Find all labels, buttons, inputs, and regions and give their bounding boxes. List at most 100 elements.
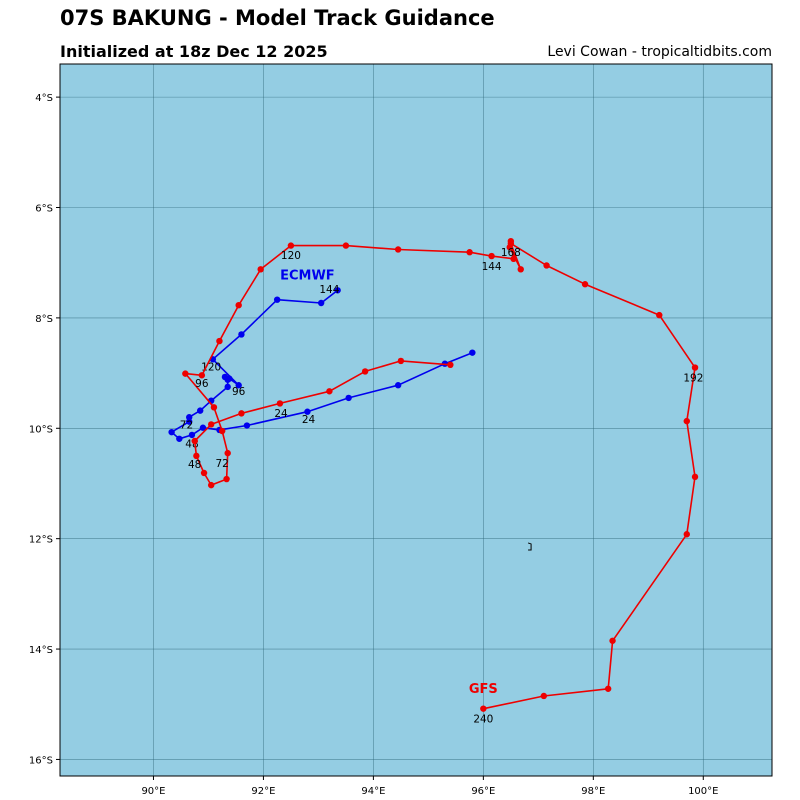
track-point [238,410,245,417]
track-point [543,262,550,269]
forecast-hour-label: 144 [319,284,339,296]
track-point [480,705,487,712]
map-plot-area [60,64,772,776]
track-point [287,242,295,249]
forecast-hour-label: 24 [302,414,316,426]
track-point [609,637,616,644]
forecast-hour-label: 96 [195,378,209,390]
forecast-hour-label: 72 [216,458,229,470]
forecast-hour-label: 240 [473,713,493,725]
page-subtitle: Initialized at 18z Dec 12 2025 [60,42,328,61]
lat-tick-label: 10°S [29,424,53,435]
track-point [683,417,690,425]
track-point [235,382,242,389]
grid-layer [60,64,772,776]
track-point [216,337,223,345]
track-point [168,428,175,436]
forecast-hour-label: 120 [201,361,221,373]
track-point [243,422,251,429]
track-point [199,424,207,431]
track-point [317,299,325,307]
credit-text: Levi Cowan - tropicaltidbits.com [547,44,772,60]
lon-tick-label: 100°E [688,786,718,797]
forecast-hour-label: 168 [501,247,521,259]
lat-tick-label: 8°S [35,314,53,325]
track-point [510,255,517,263]
track-point [188,431,196,439]
lon-tick-label: 96°E [471,786,495,797]
track-point [326,388,333,395]
track-point [683,531,690,538]
page-title: 07S BAKUNG - Model Track Guidance [60,6,495,30]
lon-tick-label: 90°E [141,786,165,797]
track-point [200,469,208,477]
track-point [223,475,230,483]
tick-layer: 90°E 92°E 94°E 96°E 98°E 100°E 4°S 6°S 8°S 10°S 12… [29,93,719,797]
track-point [466,249,473,256]
model-name-label: ECMWF [280,268,335,283]
track-point [691,364,699,371]
track-point [176,435,183,442]
forecast-hour-label: 144 [482,261,502,273]
track-point [210,404,218,411]
track-point [656,311,663,319]
lon-tick-label: 92°E [251,786,275,797]
track-point [276,400,284,407]
track-point [507,240,515,247]
island-layer [527,542,532,551]
forecast-hour-label: 192 [683,372,703,384]
track-point [186,418,193,425]
track-point [394,246,402,253]
track-point [540,692,548,700]
track-point [235,301,242,309]
lat-tick-label: 4°S [35,93,53,104]
track-point [238,331,245,338]
track-point [218,427,226,435]
track-point [304,408,311,415]
lon-tick-label: 94°E [361,786,385,797]
track-point [207,421,215,428]
forecast-hour-label: 24 [274,408,288,420]
track-point [273,296,281,303]
track-point [604,685,612,692]
track-point [224,383,231,391]
track-point [198,372,206,379]
track-point [394,382,402,389]
lat-tick-label: 12°S [29,535,53,546]
track-point [224,449,231,457]
track-point [447,361,454,369]
track-point [257,266,264,273]
track-point [397,357,405,365]
track-point [581,281,589,288]
track-point [207,481,215,489]
track-point [469,349,476,356]
island-outline [527,542,532,551]
forecast-hour-label: 72 [180,419,193,431]
track-point [334,287,341,294]
forecast-hour-label: 120 [281,250,301,262]
track-point [226,375,233,382]
track-point [517,266,524,273]
lat-tick-label: 6°S [35,204,53,215]
track-point [182,370,189,377]
model-name-label: GFS [469,682,498,697]
track-point [691,473,699,481]
track-point [488,252,495,260]
lon-tick-label: 98°E [581,786,605,797]
map-frame [59,63,773,777]
track-point [191,437,198,445]
track-gfs: 24 48 72 96 120 144 168 192 240 GFS [182,237,703,725]
track-point [197,407,204,414]
track-point [186,414,193,421]
forecast-hour-label: 48 [188,459,201,471]
track-point [342,242,350,249]
track-point [193,452,200,460]
forecast-hour-label: 96 [232,386,246,398]
lat-tick-label: 16°S [29,755,53,766]
track-point [361,368,369,375]
track-point [345,394,352,402]
lat-tick-label: 14°S [29,645,53,656]
